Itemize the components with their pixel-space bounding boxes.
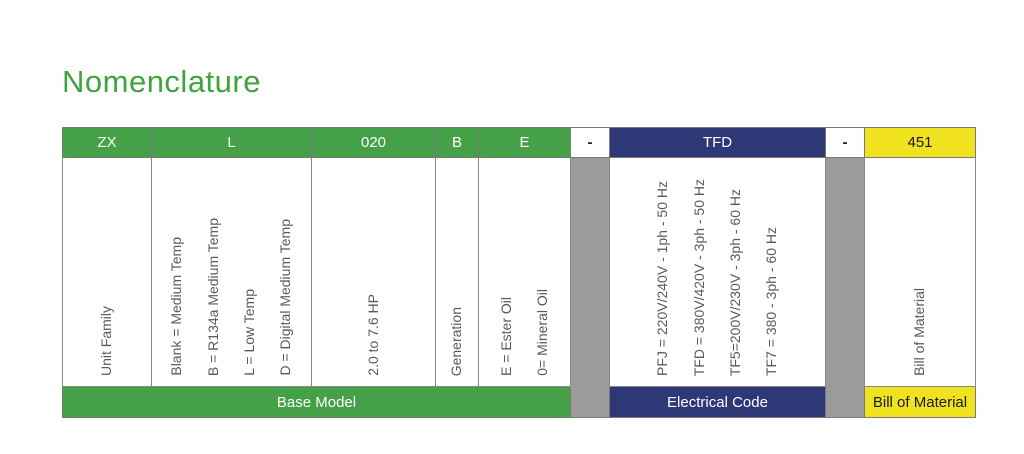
footer-bill-of-material: Bill of Material [865, 387, 976, 418]
body-separator-2 [826, 158, 865, 387]
option-label: B = R134a Medium Temp [204, 217, 221, 376]
options-cell-bill-of-material: Bill of Material [865, 158, 976, 387]
footer-base-model: Base Model [62, 387, 571, 418]
option-label: TF5=200V/230V - 3ph - 60 Hz [727, 188, 743, 376]
option-label: Bill of Material [911, 288, 928, 376]
header-cell-b: B [436, 127, 479, 158]
option-label: Unit Family [98, 305, 115, 376]
header-cell-020: 020 [312, 127, 436, 158]
body-separator-1 [571, 158, 610, 387]
options-cell-unit-family: Unit Family [62, 158, 152, 387]
group-footer-row: Base Model Electrical Code Bill of Mater… [62, 387, 976, 418]
option-label: 0= Mineral Oil [534, 289, 550, 376]
header-cell-e: E [479, 127, 571, 158]
options-cell-temp-variants: Blank = Medium Temp B = R134a Medium Tem… [152, 158, 312, 387]
header-separator-2: - [826, 127, 865, 158]
option-label: TF7 = 380 - 3ph - 60 Hz [763, 226, 780, 376]
options-body-row: Unit Family Blank = Medium Temp B = R134… [62, 158, 976, 387]
header-cell-l: L [152, 127, 312, 158]
footer-electrical-code: Electrical Code [610, 387, 826, 418]
nomenclature-table: ZX L 020 B E - TFD - 451 Unit Family Bla… [62, 127, 976, 418]
header-separator-1: - [571, 127, 610, 158]
header-cell-zx: ZX [62, 127, 152, 158]
options-cell-hp-range: 2.0 to 7.6 HP [312, 158, 436, 387]
option-label: 2.0 to 7.6 HP [364, 294, 381, 376]
option-label: TFD = 380V/420V - 3ph - 50 Hz [690, 178, 707, 376]
options-cell-generation: Generation [436, 158, 479, 387]
header-cell-451: 451 [865, 127, 976, 158]
footer-separator-1 [571, 387, 610, 418]
option-label: L = Low Temp [241, 289, 257, 376]
option-label: D = Digital Medium Temp [277, 219, 294, 376]
options-cell-oil-type: E = Ester Oil 0= Mineral Oil [479, 158, 571, 387]
header-cell-tfd: TFD [610, 127, 826, 158]
footer-separator-2 [826, 387, 865, 418]
options-cell-electrical-codes: PFJ = 220V/240V - 1ph - 50 Hz TFD = 380V… [610, 158, 826, 387]
page-title: Nomenclature [62, 64, 261, 99]
option-label: PFJ = 220V/240V - 1ph - 50 Hz [654, 181, 671, 376]
option-label: E = Ester Oil [497, 297, 514, 376]
option-label: Generation [448, 306, 465, 376]
option-label: Blank = Medium Temp [168, 237, 185, 376]
code-header-row: ZX L 020 B E - TFD - 451 [62, 127, 976, 158]
